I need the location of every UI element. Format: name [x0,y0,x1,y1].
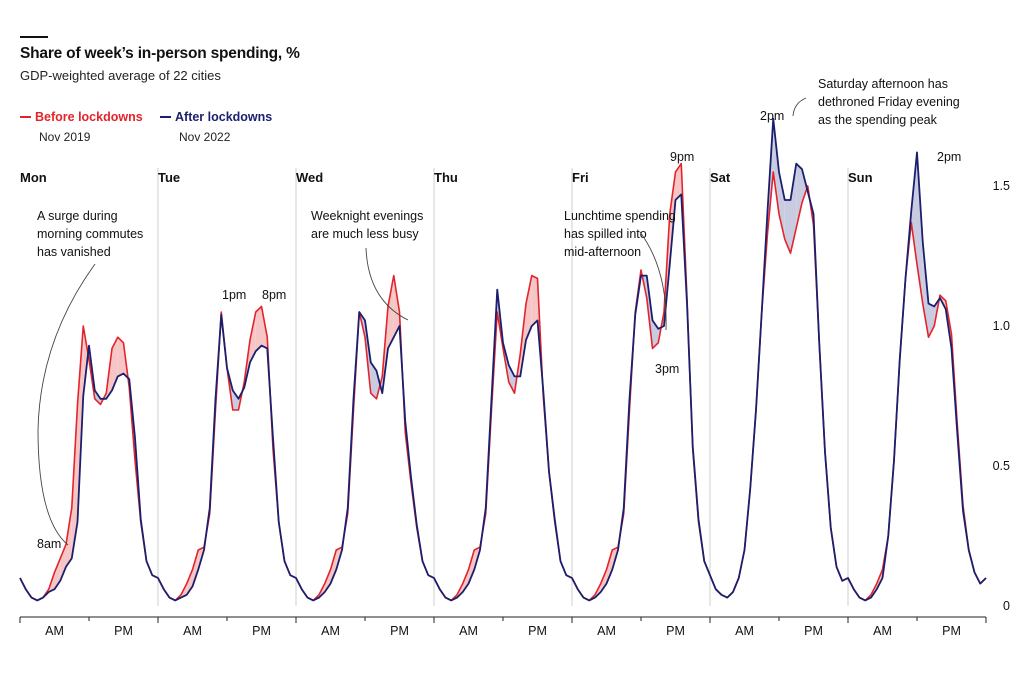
pm-label: PM [390,624,409,638]
gap-fill-segment [526,275,532,340]
am-label: AM [183,624,202,638]
gap-fill-segment [911,152,917,265]
point-label: 1pm [222,288,246,302]
pm-label: PM [666,624,685,638]
annotations: A surge during morning commutes has vanish… [37,77,960,546]
annotation-line: has spilled into [564,227,647,241]
legend-after-label: After lockdowns [175,110,273,124]
gap-fills [43,118,969,601]
annotation-leader [639,231,667,331]
legend-after-date: Nov 2022 [179,130,231,144]
am-label: AM [597,624,616,638]
gap-fill-segment [508,365,515,394]
y-tick-label: 0.5 [993,459,1010,473]
annotation-line: Lunchtime spending [564,209,676,223]
y-axis: 0 0.5 1.0 1.5 [993,179,1010,613]
day-label-tue: Tue [158,170,180,185]
gap-fill-segment [192,550,199,587]
y-tick-label: 1.0 [993,319,1010,333]
pm-label: PM [252,624,271,638]
day-label-fri: Fri [572,170,589,185]
day-labels: Mon Tue Wed Thu Fri Sat Sun [20,170,873,185]
gap-fill-segment [388,275,394,349]
annotation-line: mid-afternoon [564,245,641,259]
series-lines [19,117,987,602]
annotation-leader [365,247,409,321]
gap-fill-segment [675,163,682,200]
gap-fill-segment [779,172,785,240]
day-label-wed: Wed [296,170,323,185]
pm-label: PM [114,624,133,638]
gap-fill-segment [917,152,923,304]
gap-fill-segment [370,362,377,399]
annotation-line: as the spending peak [818,113,938,127]
gap-fill-segment [232,390,239,410]
point-labels: 8am 1pm 8pm 3pm 9pm 2pm 2pm [37,109,961,551]
point-label: 2pm [937,150,961,164]
gap-fill-segment [796,163,802,228]
annotation-leader [37,263,96,546]
legend-after: After lockdowns Nov 2022 [160,110,272,144]
annotation-line: Saturday afternoon has [818,77,948,91]
annotation-line: dethroned Friday evening [818,95,960,109]
pm-label: PM [804,624,823,638]
gap-fill-segment [117,337,124,377]
annotation-leader [792,97,807,117]
gap-fill-segment [393,275,400,338]
gap-fill-segment [330,550,337,584]
pm-label: PM [942,624,961,638]
chart-subtitle: GDP-weighted average of 22 cities [20,68,221,83]
chart-title: Share of week’s in-person spending, % [20,45,300,62]
day-dividers [157,168,849,606]
gap-fill-segment [531,275,538,326]
legend-before-label: Before lockdowns [35,110,143,124]
day-label-thu: Thu [434,170,458,185]
pm-label: PM [528,624,547,638]
point-label: 8am [37,537,61,551]
gap-fill-segment [468,550,475,584]
gap-fill-segment [784,200,791,254]
legend-after-swatch [160,115,171,118]
y-tick-label: 1.5 [993,179,1010,193]
am-label: AM [45,624,64,638]
gap-fill-segment [66,508,72,567]
series-before-line [19,162,987,602]
day-label-sun: Sun [848,170,873,185]
gap-fill-segment [606,550,613,584]
point-label: 2pm [760,109,784,123]
annotation-line: are much less busy [311,227,419,241]
annotation-line: has vanished [37,245,111,259]
legend-before: Before lockdowns Nov 2019 [20,110,143,144]
gap-fill-segment [255,306,262,352]
title-rule [20,36,48,38]
annotation-line: A surge during [37,209,118,223]
legend-before-swatch [20,115,31,118]
annotation-line: Weeknight evenings [311,209,423,223]
am-label: AM [459,624,478,638]
y-tick-label: 0 [1003,599,1010,613]
gap-fill-segment [250,312,256,363]
point-label: 3pm [655,362,679,376]
annotation-line: morning commutes [37,227,143,241]
gap-fill-segment [112,337,118,391]
point-label: 8pm [262,288,286,302]
legend-before-date: Nov 2019 [39,130,91,144]
day-label-sat: Sat [710,170,731,185]
day-label-mon: Mon [20,170,47,185]
series-after-line [19,117,987,602]
am-label: AM [873,624,892,638]
gap-fill-segment [928,303,935,338]
gap-fill-segment [773,118,779,214]
gap-fill-segment [60,544,66,581]
x-axis: AM PM AM PM AM PM AM PM AM PM AM PM AM PM [19,616,987,638]
point-label: 9pm [670,150,694,164]
am-label: AM [321,624,340,638]
am-label: AM [735,624,754,638]
